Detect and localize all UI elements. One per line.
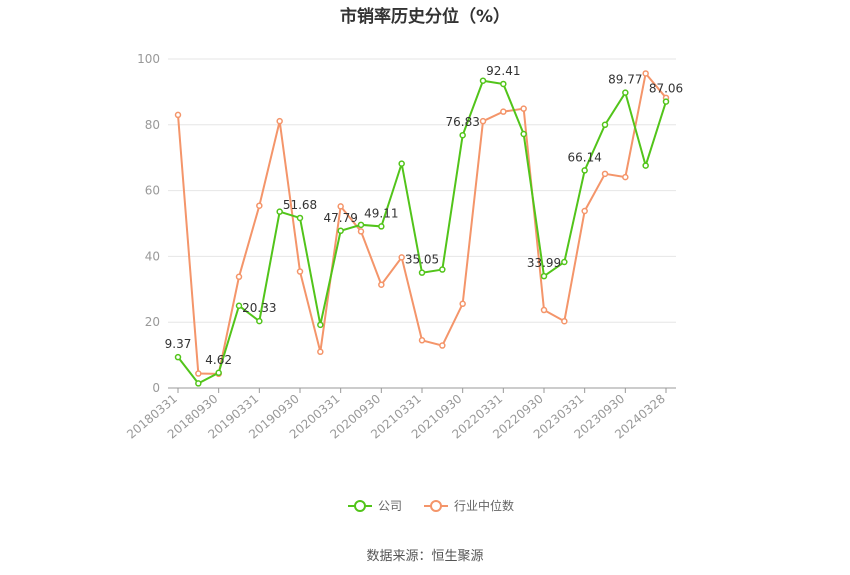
data-point <box>601 170 609 178</box>
y-axis-ticks: 0 20 40 60 80 100 <box>137 52 160 395</box>
data-label: 87.06 <box>649 82 683 96</box>
legend-marker <box>354 500 366 512</box>
data-point <box>195 370 202 377</box>
data-point <box>418 337 426 344</box>
chart-title: 市销率历史分位（%） <box>339 7 511 27</box>
data-point <box>235 273 243 281</box>
data-point <box>398 160 405 167</box>
data-point <box>174 111 182 119</box>
data-point <box>357 228 365 235</box>
data-point <box>520 130 527 138</box>
data-point <box>337 227 344 235</box>
data-point <box>337 203 344 210</box>
data-source: 数据来源：恒生聚源 <box>366 549 484 564</box>
data-point <box>642 162 649 169</box>
data-point <box>662 98 670 105</box>
data-label: 35.05 <box>405 253 439 267</box>
data-point <box>276 117 283 125</box>
data-point <box>622 173 629 181</box>
legend: 公司 行业中位数 <box>348 498 514 513</box>
legend-item-label: 公司 <box>378 499 402 513</box>
data-label: 66.14 <box>567 150 601 164</box>
data-label: 51.68 <box>283 198 317 212</box>
data-point <box>601 121 609 129</box>
data-point <box>622 89 629 96</box>
data-point <box>581 167 588 174</box>
data-point <box>642 70 649 77</box>
data-point <box>581 207 588 215</box>
legend-item-label: 行业中位数 <box>454 498 514 513</box>
data-point <box>378 281 385 288</box>
data-point <box>439 266 446 273</box>
data-point <box>357 221 365 229</box>
series-line-1 <box>177 71 667 375</box>
data-point <box>540 272 548 280</box>
data-label: 89.77 <box>608 73 642 87</box>
data-point <box>317 348 324 356</box>
data-point <box>378 223 385 230</box>
data-point <box>195 380 202 387</box>
y-tick-label: 0 <box>152 381 160 395</box>
data-label: 4.62 <box>205 353 232 367</box>
data-point <box>500 108 507 115</box>
data-point <box>317 321 324 329</box>
data-label: 92.41 <box>486 64 520 78</box>
legend-marker <box>430 500 442 512</box>
y-tick-label: 20 <box>145 315 160 329</box>
y-tick-label: 60 <box>145 184 160 198</box>
data-point <box>561 317 568 325</box>
data-label: 49.11 <box>364 206 398 220</box>
data-point <box>174 353 182 361</box>
data-point <box>479 77 487 84</box>
data-label: 33.99 <box>527 256 561 270</box>
series-layer <box>174 70 670 387</box>
data-label: 9.37 <box>165 337 192 351</box>
data-point <box>479 117 487 125</box>
data-point <box>296 214 304 222</box>
data-label: 20.33 <box>242 301 276 315</box>
data-point <box>459 131 466 139</box>
data-point <box>540 306 548 314</box>
x-axis: 2018033120180930201903312019093020200331… <box>124 387 676 442</box>
data-point <box>276 208 283 215</box>
data-point <box>296 268 304 275</box>
data-point <box>256 202 263 209</box>
data-labels: 9.37 4.62 20.33 51.68 47.79 49.11 35.05 76.83 92… <box>165 64 684 367</box>
data-point <box>561 258 568 266</box>
y-tick-label: 40 <box>145 249 160 263</box>
data-label: 47.79 <box>323 211 357 225</box>
y-tick-label: 100 <box>137 52 160 66</box>
data-point <box>459 300 466 308</box>
data-label: 76.83 <box>445 115 479 129</box>
data-point <box>520 105 527 112</box>
data-point <box>215 369 222 377</box>
data-point <box>256 317 263 325</box>
data-point <box>418 269 426 276</box>
data-point <box>235 302 243 309</box>
data-point <box>500 80 507 88</box>
y-tick-label: 80 <box>145 118 160 132</box>
data-point <box>439 342 446 349</box>
data-point <box>398 254 405 261</box>
